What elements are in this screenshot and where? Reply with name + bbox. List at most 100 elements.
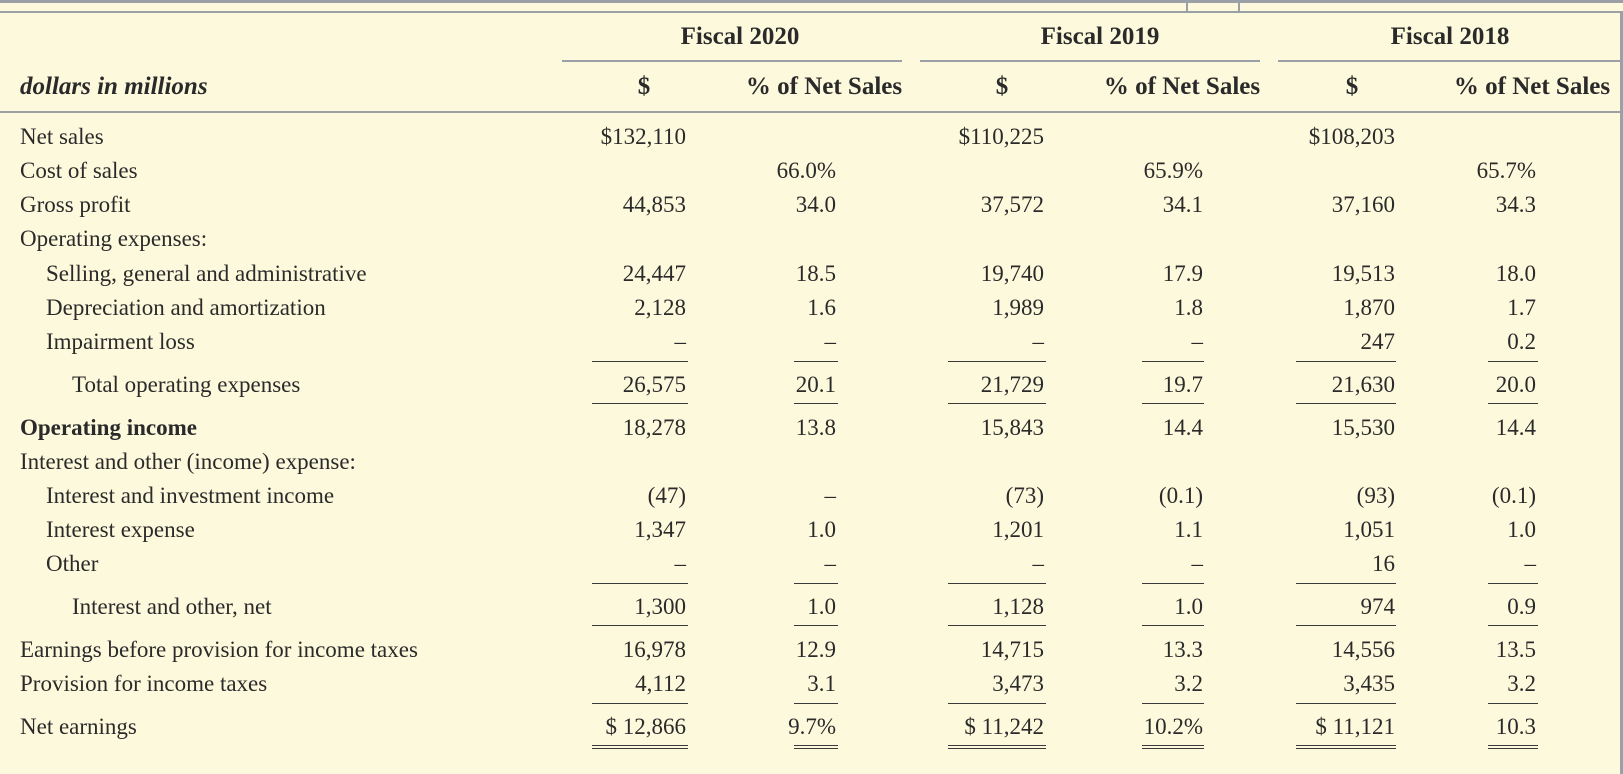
table-cell: – xyxy=(1032,551,1045,576)
table-cell: 2,128 xyxy=(634,295,686,320)
table-cell: 3.2 xyxy=(1507,671,1536,696)
table-row: Gross profit 44,853 34.0 37,572 34.1 37,160 34… xyxy=(0,192,1623,226)
table-cell: 13.8 xyxy=(795,415,836,440)
table-row: Interest expense 1,347 1.0 1,201 1.1 1,051 1.0 xyxy=(0,517,1623,551)
row-label: Interest and other, net xyxy=(72,594,272,619)
row-label: Provision for income taxes xyxy=(20,671,268,696)
table-cell: $108,203 xyxy=(1308,124,1395,149)
table-row: Net earnings $ 12,866 9.7% $ 11,242 10.2% $ 1… xyxy=(0,714,1623,748)
table-cell: 65.7% xyxy=(1476,158,1536,183)
table-cell: 9.7% xyxy=(788,714,836,739)
table-cell: $ 11,121 xyxy=(1315,714,1395,739)
table-cell: 10.2% xyxy=(1143,714,1203,739)
table-cell: 247 xyxy=(1360,329,1396,354)
table-cell: 65.9% xyxy=(1143,158,1203,183)
top-strip xyxy=(0,3,1623,11)
row-label: Interest expense xyxy=(46,517,195,542)
column-header: % of Net Sales xyxy=(1103,73,1261,100)
fiscal-year-header: Fiscal 2018 xyxy=(1390,23,1510,50)
table-cell: 0.9 xyxy=(1507,594,1536,619)
table-cell: – xyxy=(824,329,837,354)
table-cell: 19,740 xyxy=(980,261,1044,286)
table-cell: 1,300 xyxy=(634,594,686,619)
underline xyxy=(1296,583,1396,584)
underline xyxy=(592,403,688,404)
row-label: Other xyxy=(46,551,99,576)
table-cell: 3,473 xyxy=(992,671,1044,696)
row-label: Interest and other (income) expense: xyxy=(20,449,356,474)
underline xyxy=(794,583,838,584)
table-cell: 1,347 xyxy=(634,517,686,542)
table-cell: 26,575 xyxy=(622,372,686,397)
column-header: $ xyxy=(1345,73,1359,100)
table-cell: 44,853 xyxy=(622,192,686,217)
table-row: Earnings before provision for income tax… xyxy=(0,637,1623,671)
table-cell: 21,729 xyxy=(980,372,1044,397)
table-cell: $110,225 xyxy=(958,124,1044,149)
underline xyxy=(948,583,1046,584)
table-row: Other – – – – 16 – xyxy=(0,551,1623,585)
table-cell: 14,715 xyxy=(980,637,1044,662)
table-cell: 24,447 xyxy=(622,261,686,286)
table-cell: 1.0 xyxy=(807,594,836,619)
underline xyxy=(1142,625,1204,626)
underline xyxy=(948,403,1046,404)
top-tick xyxy=(1238,3,1240,12)
table-cell: 1,128 xyxy=(992,594,1044,619)
table-row: Operating income 18,278 13.8 15,843 14.4 15,5… xyxy=(0,415,1623,449)
underline xyxy=(1142,703,1204,704)
table-cell: 20.0 xyxy=(1495,372,1536,397)
underline xyxy=(1488,403,1538,404)
table-cell: 16,978 xyxy=(622,637,686,662)
table-cell: (47) xyxy=(647,483,686,508)
table-cell: 1.8 xyxy=(1174,295,1203,320)
table-cell: $132,110 xyxy=(600,124,686,149)
table-cell: 18,278 xyxy=(622,415,686,440)
underline xyxy=(1296,625,1396,626)
underline xyxy=(1296,703,1396,704)
table-cell: $ 11,242 xyxy=(964,714,1044,739)
table-row: Interest and investment income (47) – (73) (… xyxy=(0,483,1623,517)
fiscal-year-header: Fiscal 2020 xyxy=(680,23,800,50)
double-underline xyxy=(948,745,1046,749)
double-underline xyxy=(794,745,838,749)
column-header: $ xyxy=(995,73,1009,100)
table-row: Provision for income taxes 4,112 3.1 3,473 3… xyxy=(0,671,1623,705)
underline xyxy=(948,625,1046,626)
table-cell: (73) xyxy=(1005,483,1044,508)
table-row: Depreciation and amortization 2,128 1.6 1,9… xyxy=(0,295,1623,329)
underline xyxy=(1142,361,1204,362)
table-cell: – xyxy=(824,551,837,576)
table-cell: 34.1 xyxy=(1162,192,1203,217)
table-cell: – xyxy=(1191,551,1204,576)
table-cell: 974 xyxy=(1360,594,1396,619)
header-separator xyxy=(0,11,1623,13)
row-label: Gross profit xyxy=(20,192,131,217)
row-label: Operating expenses: xyxy=(20,226,208,251)
table-cell: 1.7 xyxy=(1507,295,1536,320)
table-cell: 12.9 xyxy=(795,637,836,662)
underline xyxy=(1142,583,1204,584)
table-cell: (93) xyxy=(1356,483,1395,508)
table-cell: 15,530 xyxy=(1331,415,1395,440)
table-cell: 15,843 xyxy=(980,415,1044,440)
row-label: Depreciation and amortization xyxy=(46,295,326,320)
table-cell: 14.4 xyxy=(1162,415,1203,440)
table-cell: $ 12,866 xyxy=(605,714,687,739)
table-cell: 1.0 xyxy=(807,517,836,542)
table-cell: 1.0 xyxy=(1507,517,1536,542)
table-row: Total operating expenses 26,575 20.1 21,729… xyxy=(0,372,1623,406)
underline xyxy=(592,583,688,584)
column-header: % of Net Sales xyxy=(745,73,903,100)
table-cell: 34.3 xyxy=(1495,192,1536,217)
fiscal-year-rule xyxy=(562,60,902,62)
fiscal-year-rule xyxy=(1278,60,1620,62)
table-cell: – xyxy=(1032,329,1045,354)
table-cell: 21,630 xyxy=(1331,372,1395,397)
table-cell: 17.9 xyxy=(1162,261,1203,286)
table-cell: 3.1 xyxy=(807,671,836,696)
header-rule xyxy=(0,111,1623,113)
double-underline xyxy=(1296,745,1396,749)
table-cell: (0.1) xyxy=(1491,483,1536,508)
